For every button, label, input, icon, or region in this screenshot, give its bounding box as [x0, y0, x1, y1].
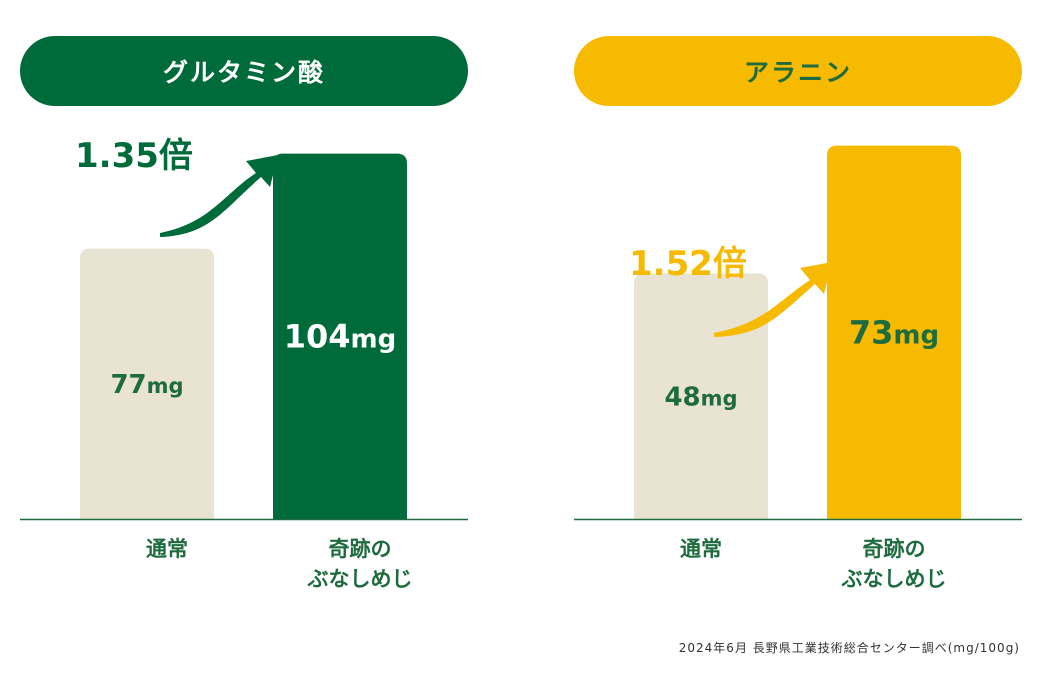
bar-kiseki [827, 145, 961, 520]
value-label: 104mg [284, 318, 397, 356]
glutamic-acid-panel: グルタミン酸 77mg 104mg 1.35倍 通常 奇跡の ぶなしめじ [20, 0, 470, 620]
ratio-label: 1.52倍 [629, 244, 747, 284]
bar-normal [80, 248, 214, 519]
category-label-kiseki: 奇跡の ぶなしめじ [307, 537, 413, 591]
increase-arrow-icon [160, 155, 278, 237]
category-label-kiseki: 奇跡の ぶなしめじ [841, 537, 947, 591]
value-label: 73mg [849, 314, 939, 352]
alanine-chart: 48mg 73mg 1.52倍 [574, 145, 1022, 521]
source-note: 2024年6月 長野県工業技術総合センター調べ(mg/100g) [678, 641, 1020, 655]
glutamic-acid-chart: 77mg 104mg 1.35倍 [20, 136, 468, 521]
increase-arrow-icon [714, 262, 832, 337]
alanine-panel: アラニン 48mg 73mg 1.52倍 通常 奇跡の ぶなしめじ [574, 0, 1024, 620]
category-label-normal: 通常 [146, 537, 188, 561]
value-label: 77mg [110, 370, 183, 400]
alanine-title-pill: アラニン [574, 36, 1022, 106]
category-label-normal: 通常 [680, 537, 722, 561]
glutamic-acid-title-pill: グルタミン酸 [20, 36, 468, 106]
bar-kiseki [273, 153, 407, 519]
ratio-label: 1.35倍 [75, 136, 193, 176]
value-label: 48mg [664, 382, 737, 412]
